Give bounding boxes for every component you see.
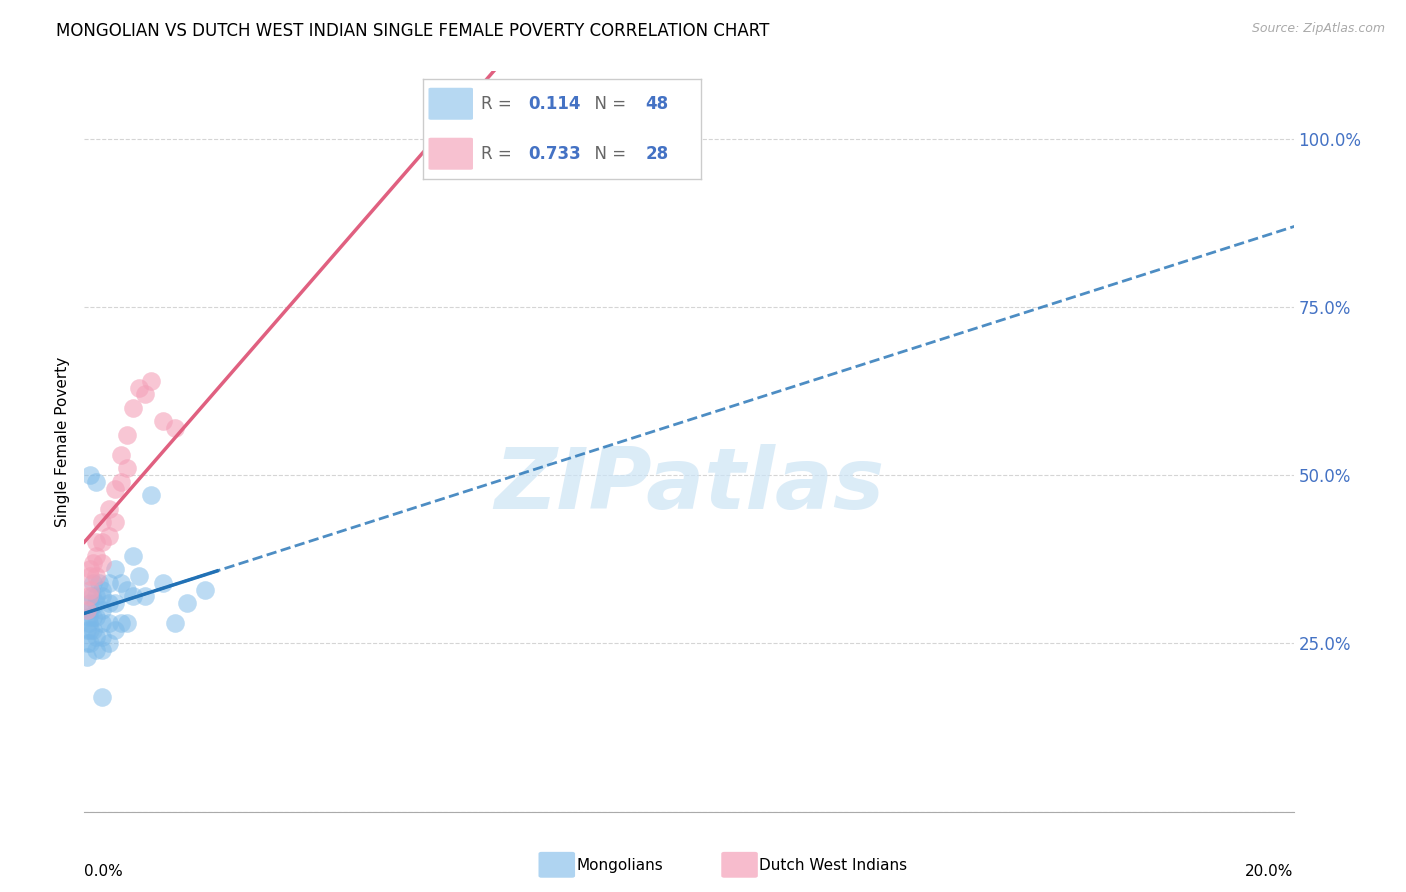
- Point: [115, 582, 138, 597]
- Point: [89, 575, 111, 590]
- Point: [97, 616, 120, 631]
- Point: [152, 575, 174, 590]
- Text: 20.0%: 20.0%: [1246, 863, 1294, 879]
- Point: [97, 501, 120, 516]
- Point: [97, 529, 120, 543]
- Text: MONGOLIAN VS DUTCH WEST INDIAN SINGLE FEMALE POVERTY CORRELATION CHART: MONGOLIAN VS DUTCH WEST INDIAN SINGLE FE…: [56, 22, 769, 40]
- Point: [91, 643, 114, 657]
- Point: [79, 623, 101, 637]
- Point: [115, 616, 138, 631]
- Point: [436, 131, 458, 145]
- Point: [82, 556, 104, 570]
- Point: [86, 590, 108, 604]
- Point: [139, 488, 162, 502]
- Point: [176, 596, 198, 610]
- Point: [467, 131, 489, 145]
- Point: [76, 649, 98, 664]
- Point: [76, 636, 98, 650]
- Point: [165, 616, 187, 631]
- Point: [139, 374, 162, 388]
- Point: [79, 569, 101, 583]
- Point: [86, 475, 108, 489]
- Text: 0.0%: 0.0%: [84, 863, 124, 879]
- Point: [79, 562, 101, 576]
- Point: [79, 468, 101, 483]
- Point: [79, 636, 101, 650]
- Point: [82, 623, 104, 637]
- Point: [91, 535, 114, 549]
- Point: [134, 590, 156, 604]
- Point: [194, 582, 217, 597]
- Point: [86, 535, 108, 549]
- Y-axis label: Single Female Poverty: Single Female Poverty: [55, 357, 70, 526]
- Point: [110, 616, 132, 631]
- Point: [77, 590, 100, 604]
- Point: [128, 381, 150, 395]
- Point: [82, 575, 104, 590]
- Point: [76, 623, 98, 637]
- Point: [110, 575, 132, 590]
- Point: [104, 562, 127, 576]
- Point: [121, 549, 143, 563]
- Point: [97, 575, 120, 590]
- Point: [82, 609, 104, 624]
- Point: [91, 556, 114, 570]
- Point: [91, 690, 114, 705]
- Point: [80, 590, 103, 604]
- Point: [115, 427, 138, 442]
- Point: [86, 549, 108, 563]
- Point: [79, 582, 101, 597]
- Point: [128, 569, 150, 583]
- Point: [97, 636, 120, 650]
- Point: [91, 603, 114, 617]
- Point: [152, 414, 174, 428]
- Point: [79, 596, 101, 610]
- Point: [110, 448, 132, 462]
- Point: [91, 616, 114, 631]
- Point: [91, 516, 114, 530]
- Point: [86, 630, 108, 644]
- Point: [121, 401, 143, 415]
- Point: [86, 569, 108, 583]
- Point: [77, 616, 100, 631]
- Text: Source: ZipAtlas.com: Source: ZipAtlas.com: [1251, 22, 1385, 36]
- Point: [79, 603, 101, 617]
- Point: [104, 482, 127, 496]
- Point: [86, 596, 108, 610]
- Point: [91, 590, 114, 604]
- Point: [104, 516, 127, 530]
- Text: ZIPatlas: ZIPatlas: [494, 444, 884, 527]
- Point: [104, 623, 127, 637]
- Point: [121, 590, 143, 604]
- Point: [77, 609, 100, 624]
- Point: [104, 596, 127, 610]
- Point: [91, 630, 114, 644]
- Point: [110, 475, 132, 489]
- Point: [76, 603, 98, 617]
- Point: [86, 609, 108, 624]
- Point: [165, 421, 187, 435]
- Text: Dutch West Indians: Dutch West Indians: [759, 858, 907, 872]
- Point: [115, 461, 138, 475]
- Text: Mongolians: Mongolians: [576, 858, 664, 872]
- Point: [86, 643, 108, 657]
- Point: [97, 596, 120, 610]
- Point: [134, 387, 156, 401]
- Point: [91, 582, 114, 597]
